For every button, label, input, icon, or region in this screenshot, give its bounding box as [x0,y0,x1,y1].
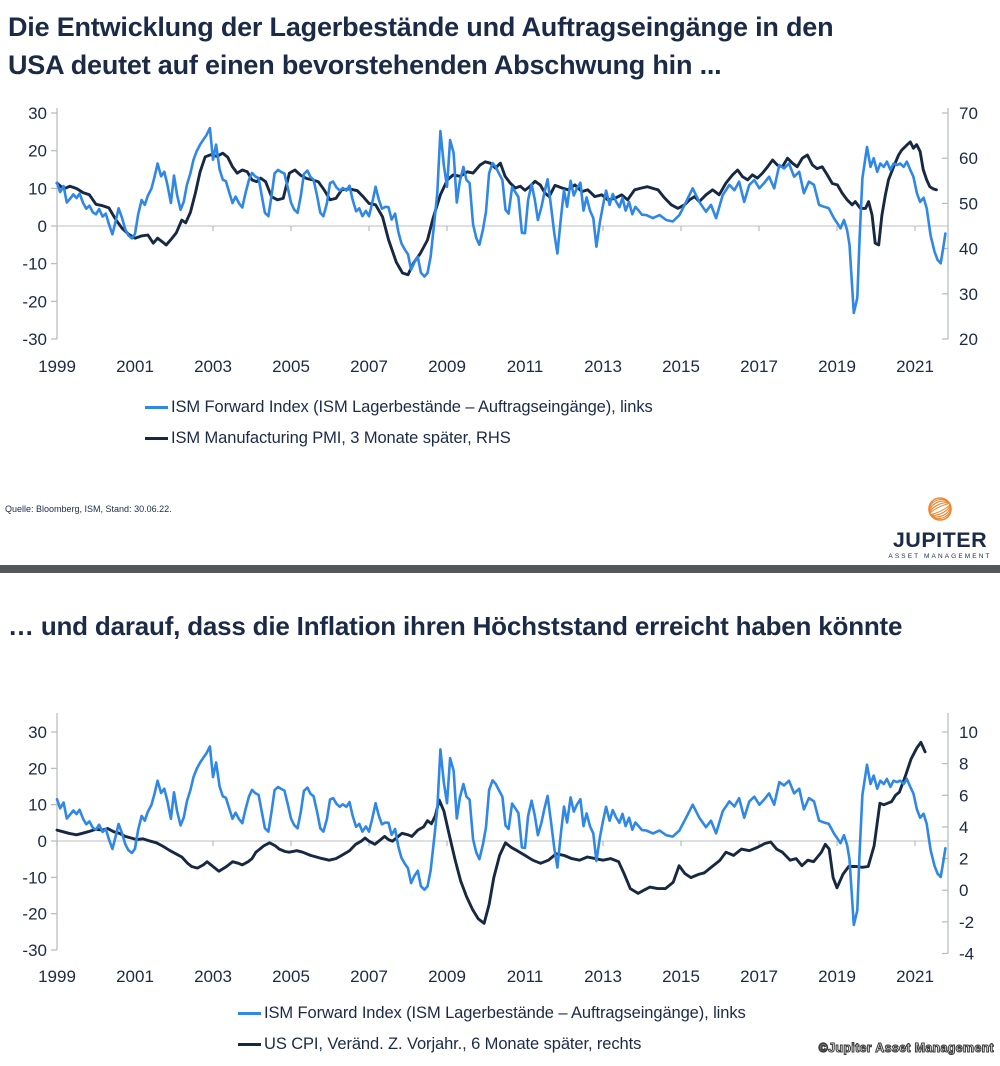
svg-text:2009: 2009 [428,357,466,376]
source-note: Quelle: Bloomberg, ISM, Stand: 30.06.22. [5,504,172,514]
svg-text:-30: -30 [22,330,47,349]
chart2-legend: ISM Forward Index (ISM Lagerbestände – A… [238,998,746,1060]
svg-text:2: 2 [959,850,968,869]
svg-text:2019: 2019 [818,967,856,986]
legend-item: ISM Forward Index (ISM Lagerbestände – A… [238,998,746,1029]
svg-text:2001: 2001 [116,357,154,376]
svg-text:2007: 2007 [350,967,388,986]
dark-line-swatch [238,1042,261,1047]
globe-icon [928,497,952,521]
legend-item: US CPI, Veränd. Z. Vorjahr., 6 Monate sp… [238,1029,746,1060]
svg-text:60: 60 [959,149,978,168]
legend-label: ISM Forward Index (ISM Lagerbestände – A… [264,1004,746,1022]
svg-text:2015: 2015 [662,357,700,376]
copyright-watermark: ©Jupiter Asset Management [818,1041,994,1056]
svg-text:10: 10 [28,179,47,198]
svg-text:2003: 2003 [194,357,232,376]
svg-text:20: 20 [959,330,978,349]
legend-item: ISM Manufacturing PMI, 3 Monate später, … [145,423,653,454]
dark-line-swatch [145,436,168,441]
svg-text:40: 40 [959,240,978,259]
svg-text:6: 6 [959,786,968,805]
svg-text:10: 10 [959,723,978,742]
svg-text:30: 30 [28,723,47,742]
legend-label: US CPI, Veränd. Z. Vorjahr., 6 Monate sp… [264,1035,642,1053]
svg-text:0: 0 [38,217,47,236]
svg-text:-20: -20 [22,292,47,311]
jupiter-logo: JUPITER ASSET MANAGEMENT [886,495,994,560]
svg-text:20: 20 [28,142,47,161]
svg-text:2001: 2001 [116,967,154,986]
legend-label: ISM Forward Index (ISM Lagerbestände – A… [171,398,653,416]
svg-text:4: 4 [959,818,968,837]
svg-text:2019: 2019 [818,357,856,376]
page-title-bottom: … und darauf, dass die Inflation ihren H… [8,611,903,641]
svg-text:-10: -10 [22,255,47,274]
page-title-top: Die Entwicklung der Lagerbestände und Au… [8,12,834,80]
svg-text:2015: 2015 [662,967,700,986]
svg-text:30: 30 [959,285,978,304]
svg-text:0: 0 [38,832,47,851]
legend-label: ISM Manufacturing PMI, 3 Monate später, … [171,429,511,447]
svg-text:2013: 2013 [584,967,622,986]
legend-item: ISM Forward Index (ISM Lagerbestände – A… [145,392,653,423]
svg-text:-2: -2 [959,913,974,932]
svg-text:2009: 2009 [428,967,466,986]
svg-text:0: 0 [959,881,968,900]
svg-text:2021: 2021 [896,967,934,986]
blue-line-swatch [145,405,168,410]
svg-text:2011: 2011 [507,357,544,376]
svg-text:-30: -30 [22,941,47,960]
svg-text:10: 10 [28,796,47,815]
svg-text:-10: -10 [22,868,47,887]
svg-text:-4: -4 [959,945,974,964]
svg-text:2021: 2021 [896,357,934,376]
chart1-legend: ISM Forward Index (ISM Lagerbestände – A… [145,392,653,454]
svg-text:50: 50 [959,194,978,213]
svg-text:70: 70 [959,104,978,123]
svg-text:-20: -20 [22,905,47,924]
svg-text:2007: 2007 [350,357,388,376]
svg-text:2017: 2017 [740,967,778,986]
svg-text:8: 8 [959,755,968,774]
svg-text:2005: 2005 [272,357,310,376]
svg-text:1999: 1999 [38,967,76,986]
chart1-svg: 30 20 10 0 -10 -20 -30 70 60 50 40 30 20 1999 2001 2003… [22,104,978,376]
svg-text:2003: 2003 [194,967,232,986]
svg-text:20: 20 [28,759,47,778]
svg-text:2017: 2017 [740,357,778,376]
svg-text:2005: 2005 [272,967,310,986]
section-divider [0,565,1000,573]
logo-wordmark: JUPITER [892,528,988,552]
svg-text:2013: 2013 [584,357,622,376]
logo-subtitle: ASSET MANAGEMENT [888,552,992,560]
blue-line-swatch [238,1011,261,1016]
svg-text:1999: 1999 [38,357,76,376]
svg-text:2011: 2011 [507,967,544,986]
svg-text:30: 30 [28,104,47,123]
